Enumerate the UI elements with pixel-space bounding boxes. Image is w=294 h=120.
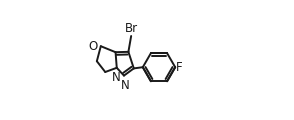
Text: N: N: [112, 71, 121, 84]
Text: F: F: [176, 61, 183, 74]
Text: O: O: [88, 40, 98, 53]
Text: Br: Br: [125, 22, 138, 35]
Text: N: N: [121, 79, 130, 92]
